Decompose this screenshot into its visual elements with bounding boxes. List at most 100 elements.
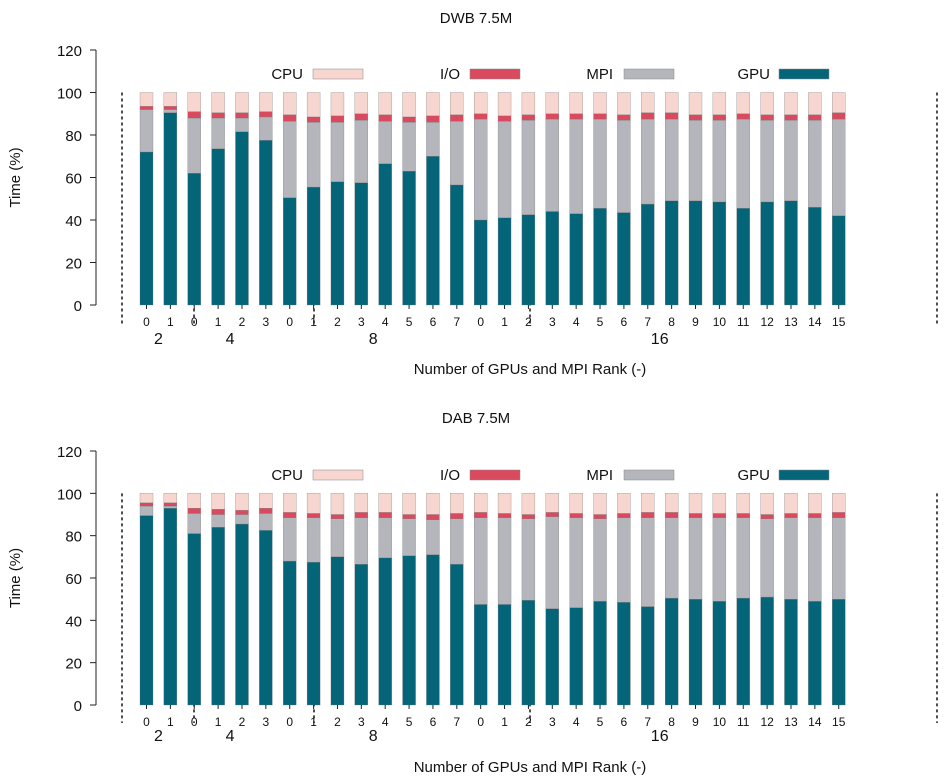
bar-io-segment: [235, 112, 249, 119]
bar-cpu-segment: [569, 493, 583, 514]
rank-label: 4: [573, 315, 580, 329]
bar-io-segment: [163, 502, 178, 507]
bar-gpu-segment: [664, 200, 679, 306]
rank-label: 5: [597, 315, 604, 329]
bar-mpi-segment: [306, 517, 321, 563]
bar-io-segment: [617, 114, 631, 121]
bar-cpu-segment: [474, 493, 488, 513]
rank-label: 3: [358, 715, 365, 729]
rank-label: 6: [430, 715, 437, 729]
bar-io-segment: [569, 113, 583, 120]
bar-gpu-segment: [641, 203, 655, 306]
bar-mpi-segment: [497, 121, 512, 219]
bar-cpu-segment: [521, 493, 536, 515]
rank-label: 11: [737, 315, 750, 329]
rank-label: 5: [597, 715, 604, 729]
bar-io-segment: [187, 507, 201, 514]
bar-io-segment: [378, 512, 392, 518]
legend-label: GPU: [737, 66, 770, 83]
bar-gpu-segment: [354, 564, 368, 706]
rank-label: 6: [621, 715, 628, 729]
bar-gpu-segment: [736, 208, 750, 306]
bar-io-segment: [402, 116, 416, 123]
bar-mpi-segment: [330, 122, 345, 182]
rank-label: 4: [382, 715, 389, 729]
y-tick-label: 120: [57, 444, 82, 461]
bar-mpi-segment: [187, 513, 201, 534]
y-tick-label: 120: [57, 43, 82, 60]
bar-gpu-segment: [306, 561, 321, 706]
rank-label: 2: [239, 315, 246, 329]
y-tick-label: 40: [65, 213, 82, 230]
rank-label: 3: [358, 315, 365, 329]
bar-gpu-segment: [688, 599, 703, 706]
bar-io-segment: [187, 111, 201, 119]
bar-cpu-segment: [354, 92, 368, 114]
bar-io-segment: [450, 114, 464, 122]
legend-swatch: [778, 469, 830, 481]
bar-io-segment: [664, 112, 679, 120]
rank-label: 8: [668, 315, 675, 329]
bar-gpu-segment: [426, 156, 440, 306]
bar-gpu-segment: [402, 170, 416, 306]
bar-gpu-segment: [497, 604, 512, 706]
legend-label: GPU: [737, 467, 770, 484]
bar-gpu-segment: [259, 140, 273, 306]
bar-gpu-segment: [617, 212, 631, 306]
gpu-count-label: 8: [369, 331, 378, 348]
rank-label: 7: [453, 315, 460, 329]
rank-label: 3: [263, 315, 270, 329]
y-tick-label: 20: [65, 256, 82, 273]
bar-cpu-segment: [664, 92, 679, 113]
bar-io-segment: [712, 513, 727, 518]
bar-mpi-segment: [378, 121, 392, 164]
bar-mpi-segment: [450, 518, 464, 565]
bar-cpu-segment: [712, 92, 727, 115]
bar-mpi-segment: [354, 517, 368, 565]
bar-mpi-segment: [497, 517, 512, 605]
chart-title: DWB 7.5M: [440, 10, 513, 27]
rank-label: 2: [334, 315, 341, 329]
rank-label: 1: [310, 715, 317, 729]
bar-cpu-segment: [593, 493, 607, 515]
bar-io-segment: [163, 106, 178, 110]
bar-gpu-segment: [617, 602, 631, 706]
bar-cpu-segment: [808, 493, 822, 514]
bar-io-segment: [139, 502, 154, 507]
bar-mpi-segment: [235, 514, 249, 525]
y-tick-label: 20: [65, 656, 82, 673]
bar-gpu-segment: [808, 207, 822, 306]
y-tick-label: 60: [65, 571, 82, 588]
bar-cpu-segment: [450, 493, 464, 514]
bar-cpu-segment: [545, 493, 559, 513]
bar-mpi-segment: [354, 119, 368, 183]
y-axis-label: Time (%): [7, 147, 24, 207]
y-tick-label: 100: [57, 86, 82, 103]
bar-gpu-segment: [521, 214, 536, 306]
bar-cpu-segment: [497, 493, 512, 514]
x-axis-label: Number of GPUs and MPI Rank (-): [414, 361, 647, 378]
bar-mpi-segment: [259, 513, 273, 531]
bar-gpu-segment: [306, 186, 321, 306]
bar-io-segment: [521, 514, 536, 519]
bar-io-segment: [688, 114, 703, 121]
bar-mpi-segment: [426, 122, 440, 157]
bar-mpi-segment: [450, 121, 464, 186]
bar-mpi-segment: [330, 518, 345, 557]
bar-mpi-segment: [545, 516, 559, 609]
bar-cpu-segment: [378, 92, 392, 115]
legend-label: CPU: [271, 66, 303, 83]
rank-label: 1: [167, 315, 174, 329]
bar-mpi-segment: [784, 517, 798, 600]
bar-io-segment: [545, 512, 559, 517]
bar-cpu-segment: [283, 493, 297, 513]
bar-gpu-segment: [211, 148, 225, 306]
chart-title: DAB 7.5M: [442, 410, 510, 427]
bar-cpu-segment: [330, 92, 345, 117]
bar-gpu-segment: [139, 515, 154, 706]
bar-io-segment: [593, 113, 607, 120]
bar-gpu-segment: [712, 201, 727, 306]
bar-mpi-segment: [688, 517, 703, 600]
bar-mpi-segment: [163, 109, 178, 113]
